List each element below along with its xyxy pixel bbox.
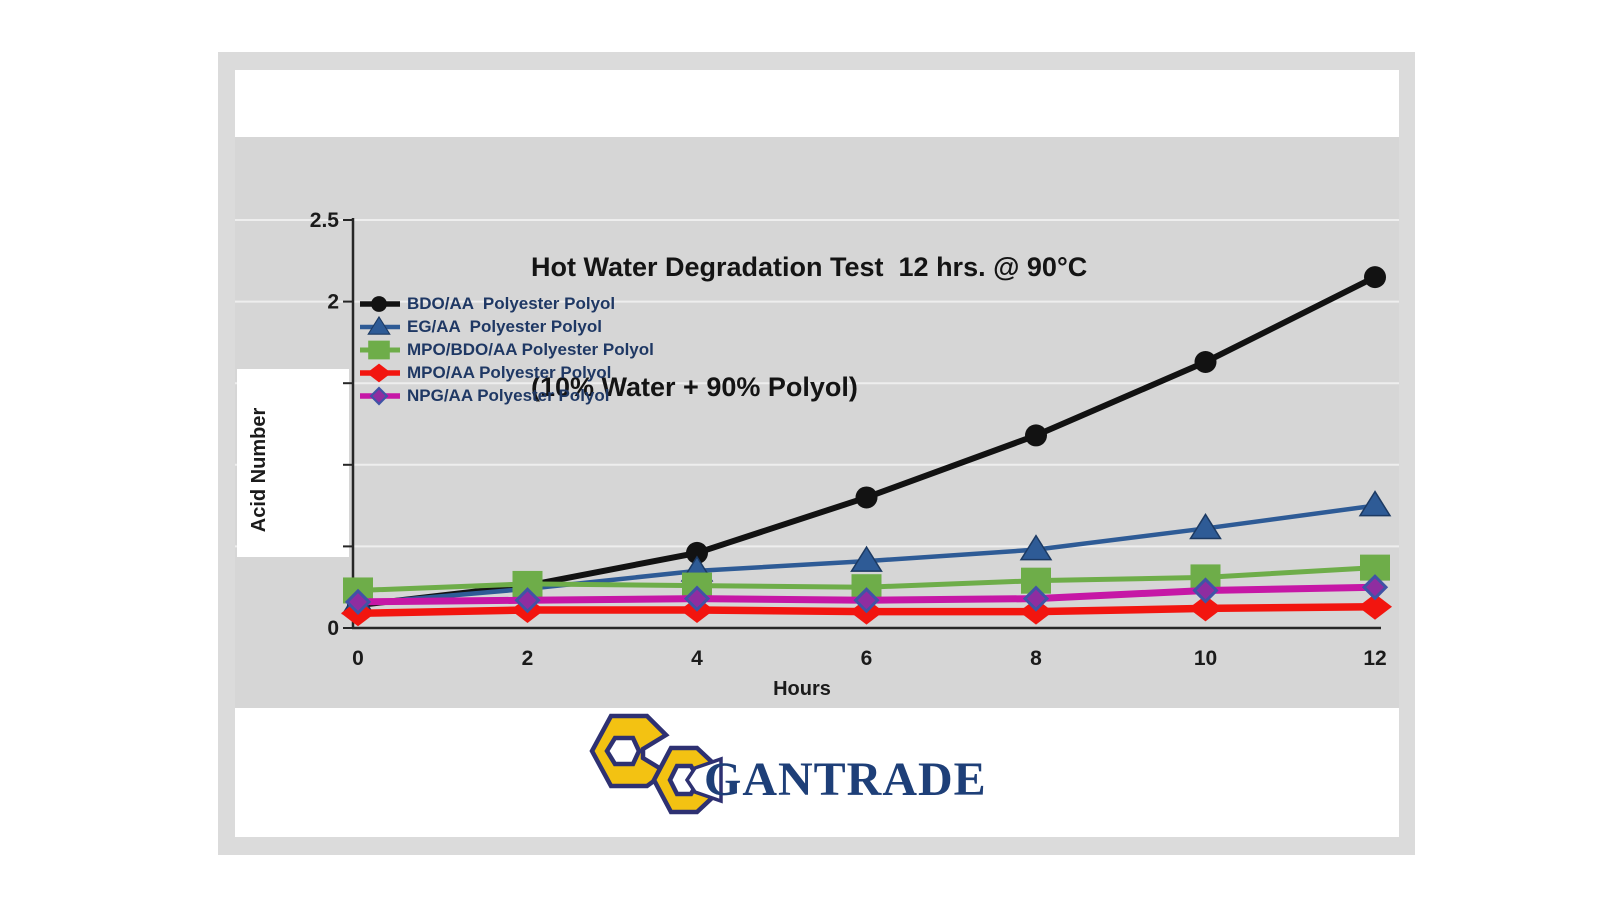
x-tick-label: 4 — [691, 647, 703, 670]
y-tick-label: 2.5 — [310, 209, 340, 232]
chart-legend: BDO/AA Polyester Polyol EG/AA Polyester P… — [359, 292, 654, 407]
x-tick-label: 10 — [1194, 647, 1217, 670]
y-axis-label-patch — [237, 369, 349, 557]
legend-label: MPO/AA Polyester Polyol — [407, 363, 612, 382]
y-tick-label: 2 — [327, 291, 339, 314]
x-axis-label: Hours — [773, 678, 831, 700]
legend-item: MPO/BDO/AA Polyester Polyol — [359, 338, 654, 361]
legend-label: NPG/AA Polyester Polyol — [407, 386, 610, 405]
legend-marker-diamond-icon — [360, 363, 400, 382]
chart-title: Hot Water Degradation Test 12 hrs. @ 90°… — [531, 167, 1087, 487]
legend-item: NPG/AA Polyester Polyol — [359, 384, 654, 407]
logo-c-glyph — [651, 745, 716, 815]
x-tick-label: 12 — [1363, 647, 1386, 670]
legend-marker-diamond-small-icon — [360, 386, 400, 405]
gantrade-logo-text: GANTRADE — [704, 753, 987, 806]
gantrade-logo: GANTRADE — [573, 698, 1093, 833]
logo-c-mouth — [684, 756, 723, 804]
chart-title-line2: (10% Water + 90% Polyol) — [531, 372, 858, 402]
legend-item: MPO/AA Polyester Polyol — [359, 361, 654, 384]
logo-g-glyph — [589, 713, 671, 789]
legend-marker-circle-icon — [360, 295, 400, 312]
y-axis-label: Acid Number — [248, 408, 270, 533]
x-tick-label: 6 — [861, 647, 873, 670]
y-tick-label: 0 — [327, 617, 339, 640]
legend-label: EG/AA Polyester Polyol — [407, 317, 602, 336]
gantrade-logo-icon — [589, 713, 723, 815]
legend-item: EG/AA Polyester Polyol — [359, 315, 654, 338]
x-tick-label: 8 — [1030, 647, 1042, 670]
legend-marker-square-icon — [360, 340, 400, 359]
legend-marker-triangle-icon — [360, 315, 400, 335]
series-npg-aa-polyester-polyol — [344, 574, 1389, 616]
legend-label: BDO/AA Polyester Polyol — [407, 294, 616, 313]
legend-item: BDO/AA Polyester Polyol — [359, 292, 654, 315]
chart-title-line1: Hot Water Degradation Test 12 hrs. @ 90°… — [531, 252, 1088, 282]
x-tick-label: 0 — [352, 647, 364, 670]
legend-label: MPO/BDO/AA Polyester Polyol — [407, 340, 654, 359]
x-tick-label: 2 — [522, 647, 534, 670]
